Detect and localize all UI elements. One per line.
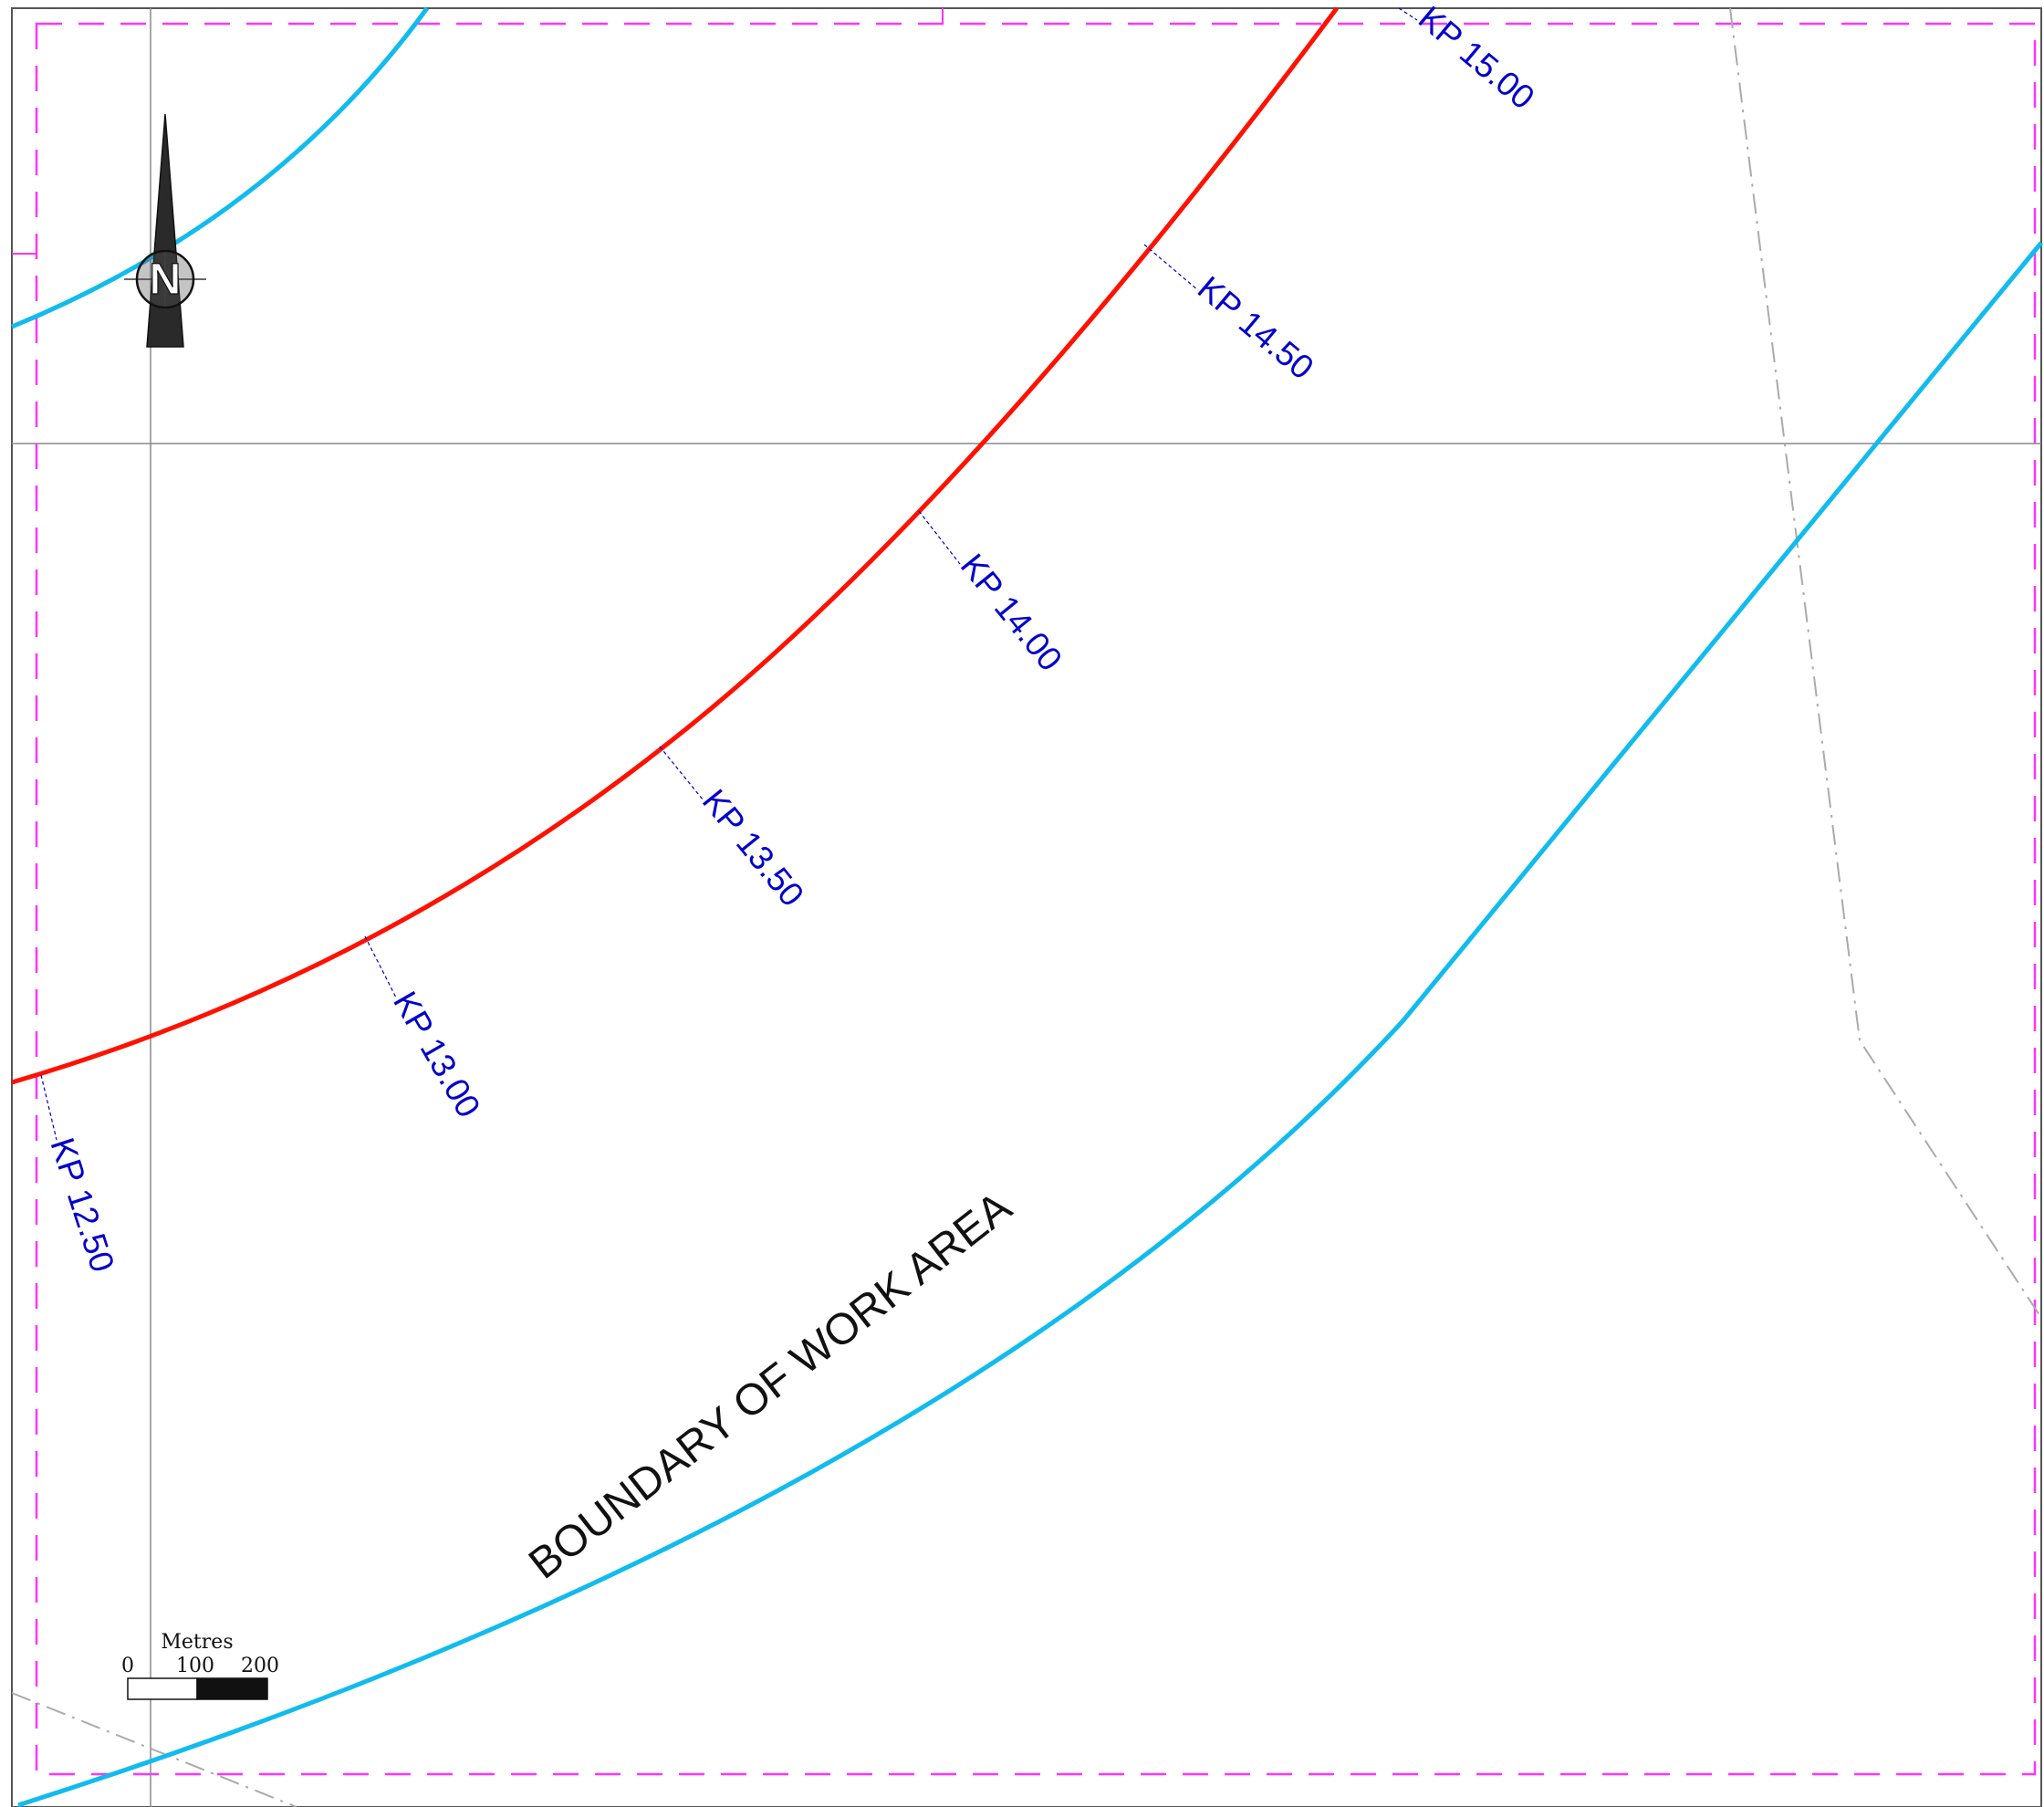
scale-bar-tick-0: 0 bbox=[121, 1655, 134, 1677]
kp-leader-15-00 bbox=[1398, 7, 1418, 21]
kp-leader-14-50 bbox=[1143, 244, 1199, 291]
north-arrow-letter: N bbox=[150, 256, 182, 304]
kp-label-14-50: KP 14.50 bbox=[1191, 269, 1320, 387]
kp-label-14-00: KP 14.00 bbox=[954, 547, 1069, 678]
property-line-southwest bbox=[11, 1692, 297, 1807]
kp-leader-12-50 bbox=[40, 1074, 57, 1141]
kp-leader-13-00 bbox=[364, 935, 397, 998]
scale-bar-unit: Metres bbox=[161, 1631, 233, 1654]
map-frame bbox=[11, 7, 2042, 1807]
kp-label-13-50: KP 13.50 bbox=[695, 782, 811, 914]
north-arrow-icon: N bbox=[124, 113, 206, 348]
kp-label-12-50: KP 12.50 bbox=[43, 1133, 121, 1277]
scale-bar-white-segment bbox=[127, 1677, 198, 1700]
scale-bar-black-segment bbox=[196, 1677, 268, 1700]
boundary-line-southeast bbox=[17, 241, 2043, 1807]
kp-label-15-00: KP 15.00 bbox=[1412, 0, 1541, 117]
north-arrow-needle bbox=[146, 113, 184, 348]
kp-label-13-00: KP 13.00 bbox=[386, 986, 487, 1124]
boundary-line-northwest bbox=[11, 6, 430, 329]
work-area-dashed-boundary bbox=[35, 22, 2037, 1776]
kp-leader-14-00 bbox=[918, 510, 961, 565]
north-arrow-ring bbox=[135, 249, 195, 309]
boundary-of-work-area-label: BOUNDARY OF WORK AREA bbox=[520, 1183, 1020, 1589]
scale-bar: Metres 0 100 200 bbox=[121, 1631, 279, 1700]
scale-bar-tick-100: 100 bbox=[176, 1655, 214, 1677]
kp-leader-lines bbox=[40, 7, 1418, 1141]
pipeline-route-line bbox=[11, 6, 1340, 1085]
scale-bar-tick-200: 200 bbox=[241, 1655, 279, 1677]
kp-leader-13-50 bbox=[659, 746, 704, 800]
property-line-east bbox=[1729, 7, 2042, 1319]
